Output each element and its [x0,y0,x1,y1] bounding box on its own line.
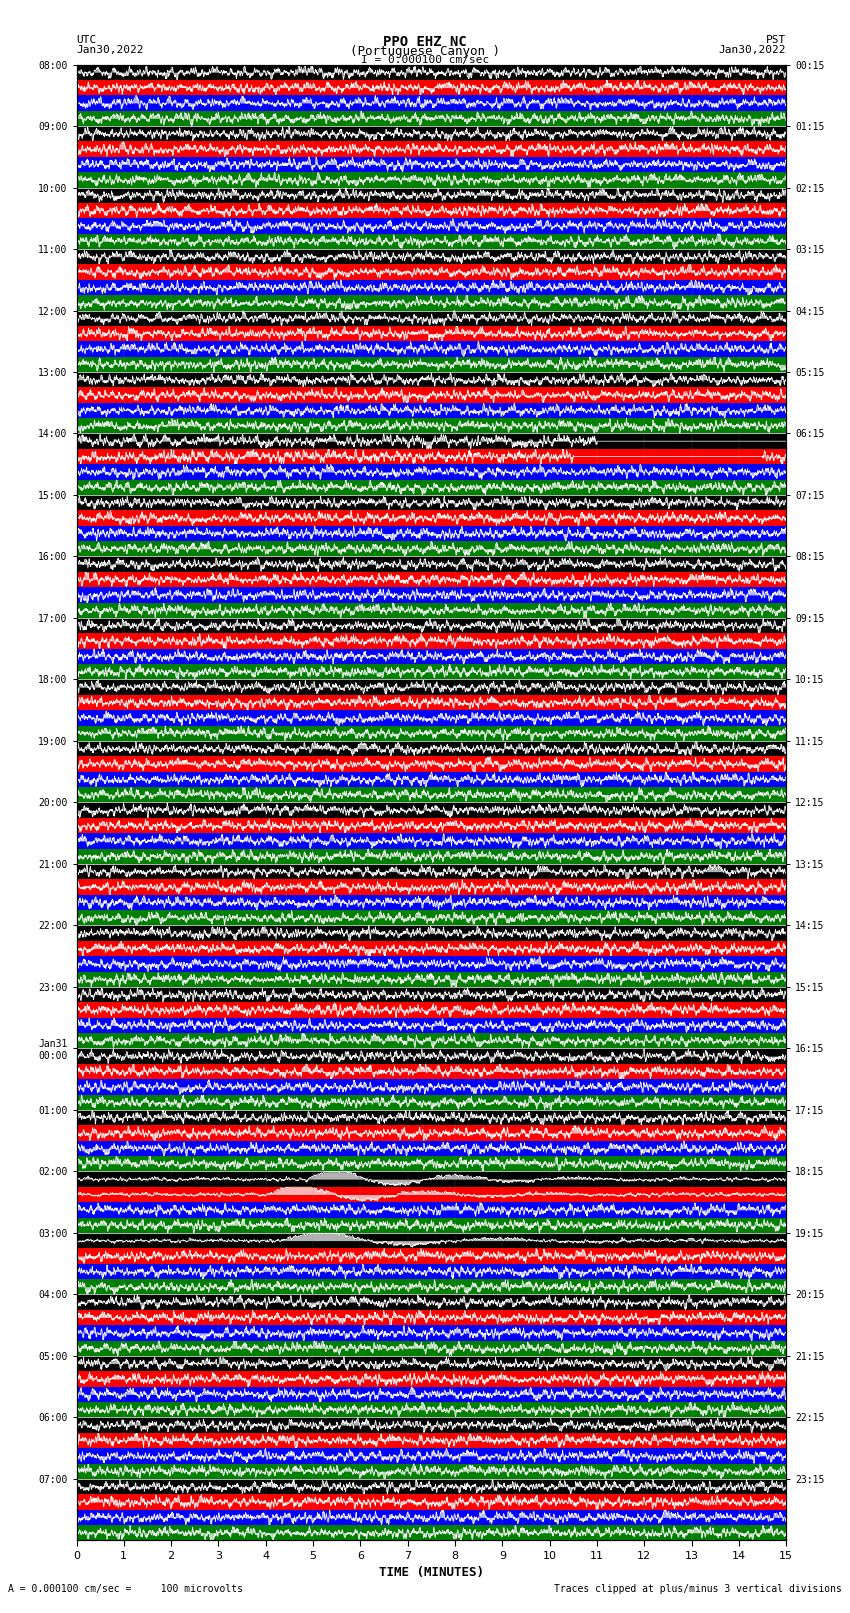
Text: I = 0.000100 cm/sec: I = 0.000100 cm/sec [361,55,489,65]
Text: PST: PST [766,35,786,45]
Text: (Portuguese Canyon ): (Portuguese Canyon ) [350,45,500,58]
Text: Jan30,2022: Jan30,2022 [719,45,786,55]
Text: A = 0.000100 cm/sec =     100 microvolts: A = 0.000100 cm/sec = 100 microvolts [8,1584,243,1594]
Text: UTC: UTC [76,35,97,45]
Text: PPO EHZ NC: PPO EHZ NC [383,35,467,50]
Text: Jan30,2022: Jan30,2022 [76,45,144,55]
Text: Traces clipped at plus/minus 3 vertical divisions: Traces clipped at plus/minus 3 vertical … [553,1584,842,1594]
X-axis label: TIME (MINUTES): TIME (MINUTES) [379,1566,484,1579]
